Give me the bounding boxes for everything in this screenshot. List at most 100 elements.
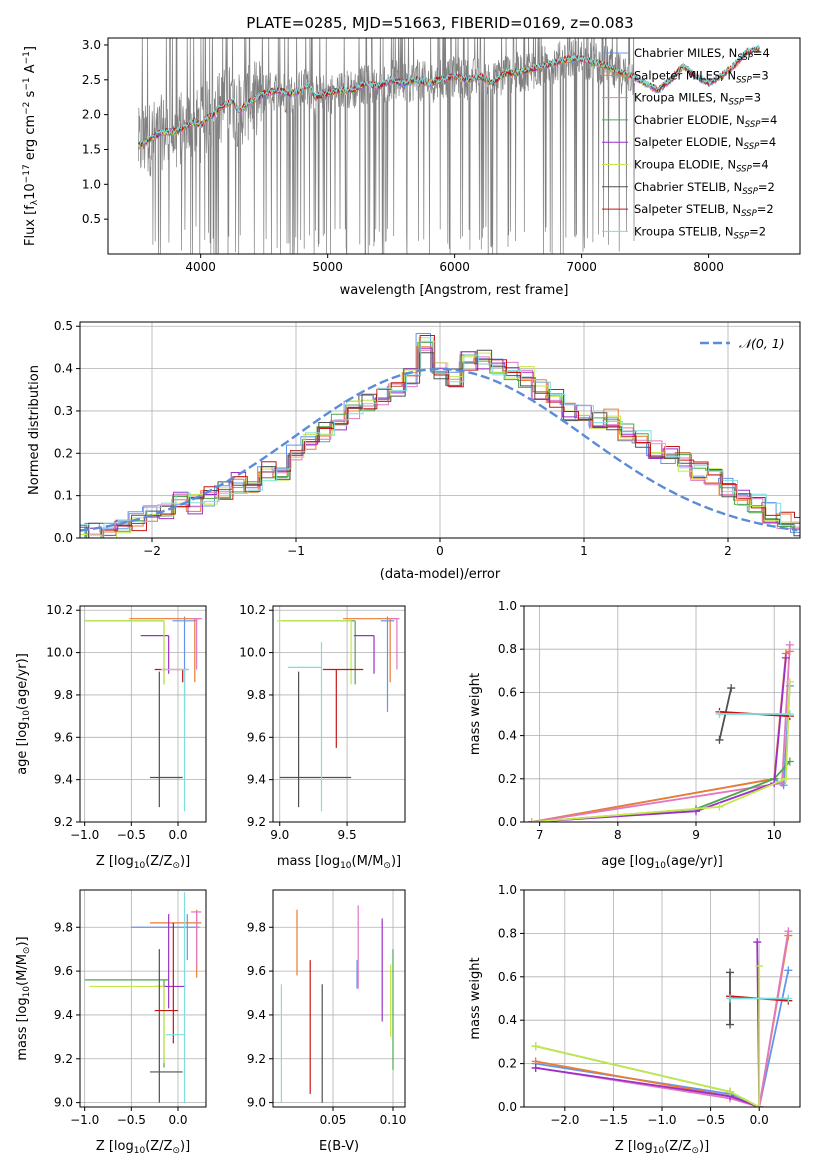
legend-label: Kroupa MILES, NSSP=3 [634,91,761,108]
legend-text: Chabrier ELODIE, N [634,113,745,127]
y-tick-label: 2.0 [82,108,101,122]
y-tick-label: 3.0 [82,38,101,52]
errorbar-point [89,985,165,1064]
legend-label: Salpeter STELIB, NSSP=2 [634,202,774,219]
legend-sub: SSP [744,142,760,152]
y-tick-label: 9.8 [54,688,73,702]
legend-label: Kroupa STELIB, NSSP=2 [634,224,766,241]
y-tick-label: 0.5 [82,212,101,226]
weight-marker [755,1103,764,1107]
legend-label: Salpeter ELODIE, NSSP=4 [634,135,776,152]
histogram-series [80,335,800,538]
legend-text: Salpeter STELIB, N [634,202,741,216]
y-tick-label: 0.6 [498,970,517,984]
errorbar-point [191,911,202,967]
errorbar-point [165,892,186,1103]
axes-frame [272,605,406,823]
y-tick-label: 0.5 [54,319,73,333]
legend-tail: =4 [752,158,769,172]
x-tick-label: −2.0 [550,1113,579,1127]
legend-sub: SSP [741,209,757,219]
legend-sub: SSP [745,120,761,130]
y-tick-label: 0.4 [498,1013,517,1027]
axis-label-part: ] [23,46,38,51]
weight-marker [726,994,735,1003]
x-tick-label: 0 [436,544,444,558]
y-tick-label: 9.6 [247,730,266,744]
weight-series [531,681,791,822]
axis-label-part: 10 [22,710,32,722]
panel-age-vs-mass: 9.0 9.5 9.2 9.4 9.6 9.8 10.0 10.2 mass [log10(M/… [239,603,406,871]
panel-age-vs-Z: −1.0 −0.5 0.09.29.49.69.810.010.2Z [log10(… [15,603,207,871]
errorbar-point [287,642,323,812]
legend-label: Chabrier MILES, NSSP=4 [634,46,770,63]
legend-label: Chabrier STELIB, NSSP=2 [634,180,775,197]
errorbar-point [279,671,352,808]
weight-marker [784,966,793,975]
x-tick-label: −0.5 [117,1113,146,1127]
axis-label-part: (age/yr)] [666,854,723,869]
weight-marker [781,774,790,783]
legend-tail: =4 [759,135,776,149]
legend-sub: SSP [736,75,752,85]
axis-label-part: erg cm [23,115,38,164]
plot-area [80,333,800,538]
x-tick-label: 9 [692,828,700,842]
y-tick-label: 9.4 [247,1008,266,1022]
data-spectrum [138,38,636,254]
x-tick-label: 0.0 [168,828,187,842]
errorbar-point [84,620,165,685]
legend-sub: SSP [742,187,758,197]
x-tick-label: −0.5 [696,1113,725,1127]
errorbar-point [161,668,190,812]
axis-label: wavelength [Angstrom, rest frame] [340,283,569,298]
axis-label: mass [log10(M/M⊙)] [15,936,32,1060]
y-tick-label: 1.0 [82,177,101,191]
y-tick-label: 0.2 [498,772,517,786]
model-spectrum [138,44,760,148]
errorbar-point [84,979,169,1068]
legend-tail: =4 [753,46,770,60]
y-tick-label: 0.4 [498,729,517,743]
weight-marker [753,938,762,947]
y-tick-label: 9.2 [247,1052,266,1066]
legend-label: Salpeter MILES, NSSP=3 [634,68,769,85]
weight-marker [785,710,794,718]
axis-label-part: )] [180,1139,190,1154]
x-tick-label: 9.5 [338,828,357,842]
weight-marker [527,818,536,822]
axis-label: mass [log10(M/M⊙)] [277,854,401,871]
y-tick-label: 1.0 [498,883,517,897]
legend-text: Kroupa MILES, N [634,91,729,105]
axis-label-part: λ [30,199,40,205]
legend-text: Chabrier STELIB, N [634,180,742,194]
axis-label: Z [log10(Z/Z⊙)] [96,1139,190,1156]
x-tick-label: 7 [536,828,544,842]
legend-label: Chabrier ELODIE, NSSP=4 [634,113,777,130]
legend-tail: =2 [749,224,766,238]
legend-sub: SSP [729,98,745,108]
y-tick-label: 9.6 [54,964,73,978]
errorbar-point [129,618,200,683]
x-tick-label: −0.5 [117,828,146,842]
normal-curve [80,367,798,532]
y-tick-label: 0.6 [498,685,517,699]
y-tick-label: 9.8 [247,920,266,934]
axes-frame [79,889,207,1108]
errorbar-point [277,620,352,685]
axis-label-part: (Z/Z [145,1139,172,1154]
axis-label-part: ⊙ [691,1146,699,1156]
weight-marker [755,961,764,970]
axis-label-part: (age/yr)] [15,653,30,710]
legend-text: Salpeter MILES, N [634,68,736,82]
axis-label-part: −1 [22,51,32,64]
legend-tail: =3 [744,91,761,105]
axes-frame [107,37,801,255]
x-tick-label: 10 [767,828,782,842]
axis-label-part: (Z/Z [664,1139,691,1154]
y-tick-label: 0.8 [498,926,517,940]
weight-marker [531,1063,540,1072]
